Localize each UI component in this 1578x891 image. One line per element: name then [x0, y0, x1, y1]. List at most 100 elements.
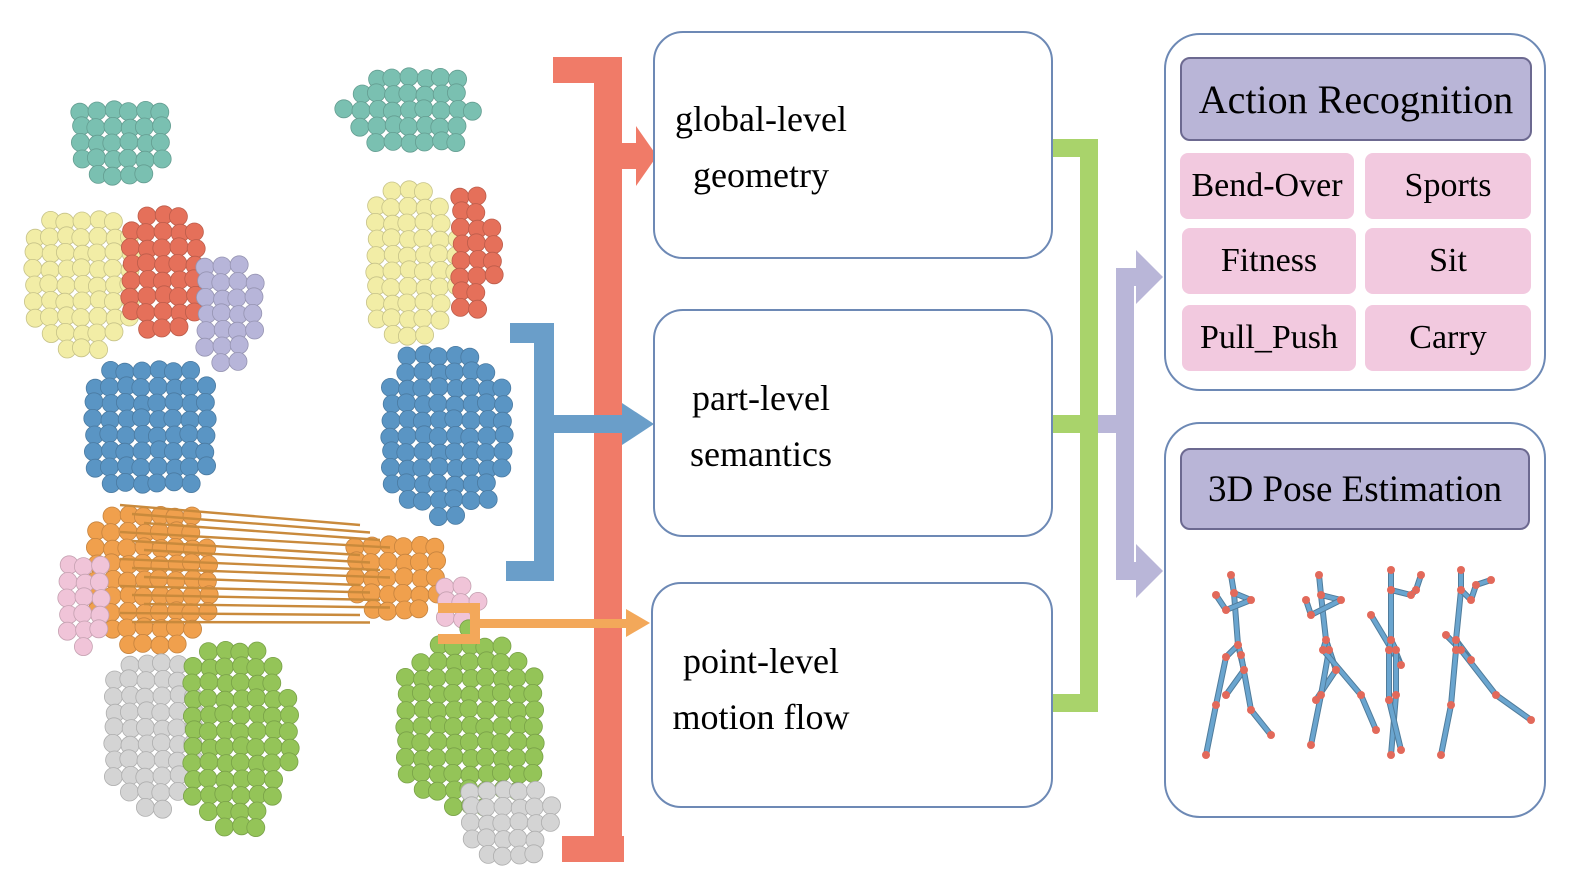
point — [152, 686, 172, 706]
point — [147, 473, 167, 493]
bone — [1214, 655, 1228, 707]
point — [413, 361, 433, 381]
point — [431, 214, 451, 234]
point — [459, 652, 479, 672]
joint — [1317, 691, 1325, 699]
point — [381, 228, 401, 248]
point — [524, 667, 544, 687]
point — [444, 667, 464, 687]
point — [509, 782, 528, 801]
point — [476, 393, 496, 413]
joint — [1467, 596, 1475, 604]
point — [429, 457, 449, 477]
joint — [1387, 636, 1395, 644]
point — [398, 84, 418, 103]
point — [198, 802, 218, 821]
point — [476, 473, 496, 493]
skeleton-figure — [1302, 571, 1380, 749]
point — [72, 291, 92, 311]
point — [137, 286, 157, 306]
joint — [1222, 606, 1230, 614]
point — [427, 551, 447, 571]
joint — [1307, 741, 1315, 749]
point — [116, 472, 135, 492]
flow-line — [143, 602, 391, 609]
point — [397, 326, 417, 346]
hip-points — [345, 535, 447, 621]
point — [136, 751, 156, 770]
point — [104, 212, 123, 232]
flow-line — [119, 503, 361, 527]
bone — [1239, 653, 1253, 712]
point — [100, 457, 119, 477]
part-bracket — [506, 323, 654, 581]
point-level-label: point-level motion flow — [656, 634, 866, 746]
point — [119, 749, 139, 769]
point — [414, 212, 434, 232]
leg-points — [182, 641, 300, 837]
point — [168, 207, 188, 227]
point — [135, 798, 155, 817]
point — [263, 737, 283, 756]
point — [377, 601, 397, 621]
skeleton-figure — [1367, 566, 1425, 759]
task-arrow-lower-head — [1136, 544, 1163, 598]
point — [431, 101, 451, 120]
point — [134, 164, 154, 184]
point — [152, 149, 172, 169]
bone — [1359, 693, 1378, 732]
point — [444, 747, 464, 767]
point — [541, 813, 560, 832]
point — [132, 441, 152, 461]
point — [72, 258, 91, 278]
action-class-chip: Bend-Over — [1180, 153, 1354, 219]
bone — [1224, 598, 1253, 612]
task-arrow-spine — [1116, 268, 1134, 578]
point — [195, 287, 215, 307]
point — [378, 552, 398, 571]
joint — [1397, 746, 1405, 754]
point — [365, 212, 385, 232]
point — [86, 118, 106, 137]
point — [118, 148, 138, 168]
point — [466, 203, 486, 223]
point — [153, 799, 173, 819]
global-bracket-arrowhead — [636, 126, 657, 186]
point — [443, 717, 463, 736]
point — [211, 273, 231, 293]
point — [508, 652, 528, 671]
point — [104, 717, 124, 737]
joint — [1407, 591, 1415, 599]
joint — [1212, 591, 1220, 599]
point — [102, 506, 122, 526]
point — [484, 265, 504, 285]
bone — [1449, 648, 1458, 707]
point — [246, 818, 266, 837]
point — [164, 392, 184, 412]
point — [169, 237, 189, 257]
point — [149, 602, 169, 622]
point — [24, 242, 44, 262]
flow-line — [131, 566, 391, 579]
joint — [1237, 651, 1245, 659]
point — [39, 274, 59, 294]
point — [476, 443, 496, 463]
point — [460, 377, 480, 397]
point — [381, 308, 401, 328]
bone — [1439, 703, 1453, 757]
point — [228, 351, 248, 371]
skeleton-figure — [1202, 571, 1275, 759]
point — [409, 552, 429, 572]
point — [467, 186, 487, 206]
point — [476, 828, 496, 848]
point — [214, 817, 234, 837]
joint — [1319, 646, 1327, 654]
point — [182, 673, 202, 693]
point — [461, 411, 481, 431]
point — [262, 786, 282, 806]
point — [494, 425, 514, 445]
point — [87, 101, 107, 121]
point — [523, 764, 543, 783]
point — [195, 392, 215, 412]
point — [450, 217, 470, 237]
